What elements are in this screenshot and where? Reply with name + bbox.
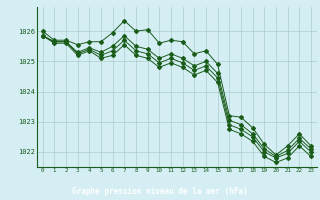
Text: Graphe pression niveau de la mer (hPa): Graphe pression niveau de la mer (hPa) bbox=[72, 186, 248, 196]
